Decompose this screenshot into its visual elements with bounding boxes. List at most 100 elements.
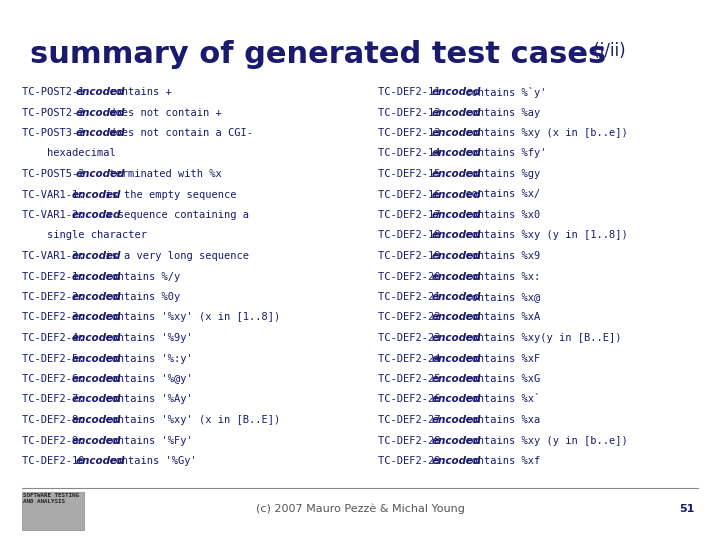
Text: contains %xF: contains %xF xyxy=(459,354,541,363)
Text: encoded: encoded xyxy=(432,87,482,97)
Text: single character: single character xyxy=(22,231,147,240)
Text: contains %xG: contains %xG xyxy=(459,374,541,384)
Text: contains %x:: contains %x: xyxy=(459,272,541,281)
Text: encoded: encoded xyxy=(71,190,121,199)
Text: (i/ii): (i/ii) xyxy=(588,42,626,60)
Text: encoded: encoded xyxy=(432,395,482,404)
Text: encoded: encoded xyxy=(71,435,121,445)
Text: TC-POST2-2:: TC-POST2-2: xyxy=(22,107,97,118)
Text: TC-DEF2-11:: TC-DEF2-11: xyxy=(378,87,453,97)
Text: contains %`y': contains %`y' xyxy=(459,87,546,98)
Text: TC-VAR1-2:: TC-VAR1-2: xyxy=(22,210,91,220)
Text: contains %xy (y in [b..e]): contains %xy (y in [b..e]) xyxy=(459,435,628,445)
Text: encoded: encoded xyxy=(76,107,125,118)
Text: encoded: encoded xyxy=(432,210,482,220)
Text: contains %fy': contains %fy' xyxy=(459,148,546,159)
Text: encoded: encoded xyxy=(76,169,125,179)
Text: terminated with %x: terminated with %x xyxy=(103,169,222,179)
Text: TC-DEF2-21:: TC-DEF2-21: xyxy=(378,292,453,302)
Text: encoded: encoded xyxy=(71,272,121,281)
Text: encoded: encoded xyxy=(432,435,482,445)
Text: contains %x`: contains %x` xyxy=(459,395,541,404)
Text: TC-DEF2-26:: TC-DEF2-26: xyxy=(378,395,453,404)
Text: encoded: encoded xyxy=(432,354,482,363)
Text: TC-VAR1-3:: TC-VAR1-3: xyxy=(22,251,91,261)
Text: summary of generated test cases: summary of generated test cases xyxy=(30,40,606,69)
Text: encoded: encoded xyxy=(71,292,121,302)
Text: 51: 51 xyxy=(680,504,695,514)
Text: encoded: encoded xyxy=(76,128,125,138)
Text: contains %/y: contains %/y xyxy=(99,272,180,281)
FancyBboxPatch shape xyxy=(22,492,84,530)
Text: TC-DEF2-25:: TC-DEF2-25: xyxy=(378,374,453,384)
Text: does not contain +: does not contain + xyxy=(103,107,222,118)
Text: contains '%Ay': contains '%Ay' xyxy=(99,395,192,404)
Text: contains %x9: contains %x9 xyxy=(459,251,541,261)
Text: contains %xy(y in [B..E]): contains %xy(y in [B..E]) xyxy=(459,333,622,343)
Text: TC-DEF2-29:: TC-DEF2-29: xyxy=(378,456,453,466)
Text: encoded: encoded xyxy=(432,456,482,466)
Text: contains '%Fy': contains '%Fy' xyxy=(99,435,192,445)
Text: TC-POST5-2:: TC-POST5-2: xyxy=(22,169,97,179)
Text: encoded: encoded xyxy=(432,415,482,425)
Text: TC-DEF2-19:: TC-DEF2-19: xyxy=(378,251,453,261)
Text: TC-DEF2-16:: TC-DEF2-16: xyxy=(378,190,453,199)
Text: TC-DEF2-4:: TC-DEF2-4: xyxy=(22,333,91,343)
Text: encoded: encoded xyxy=(432,272,482,281)
Text: contains %x0: contains %x0 xyxy=(459,210,541,220)
Text: encoded: encoded xyxy=(71,251,121,261)
Text: encoded: encoded xyxy=(432,333,482,343)
Text: contains %ay: contains %ay xyxy=(459,107,541,118)
Text: encoded: encoded xyxy=(432,313,482,322)
Text: TC-DEF2-8:: TC-DEF2-8: xyxy=(22,415,91,425)
Text: TC-DEF2-1:: TC-DEF2-1: xyxy=(22,272,91,281)
Text: encoded: encoded xyxy=(71,374,121,384)
Text: TC-POST2-1:: TC-POST2-1: xyxy=(22,87,97,97)
Text: TC-DEF2-15:: TC-DEF2-15: xyxy=(378,169,453,179)
Text: TC-DEF2-23:: TC-DEF2-23: xyxy=(378,333,453,343)
Text: contains %x@: contains %x@ xyxy=(459,292,541,302)
Text: TC-DEF2-2:: TC-DEF2-2: xyxy=(22,292,91,302)
Text: TC-POST3-2:: TC-POST3-2: xyxy=(22,128,97,138)
Text: is a very long sequence: is a very long sequence xyxy=(99,251,249,261)
Text: TC-DEF2-20:: TC-DEF2-20: xyxy=(378,272,453,281)
Text: TC-DEF2-13:: TC-DEF2-13: xyxy=(378,128,453,138)
Text: does not contain a CGI-: does not contain a CGI- xyxy=(103,128,253,138)
Text: TC-DEF2-17:: TC-DEF2-17: xyxy=(378,210,453,220)
Text: contains %0y: contains %0y xyxy=(99,292,180,302)
Text: SOFTWARE TESTING
AND ANALYSIS: SOFTWARE TESTING AND ANALYSIS xyxy=(23,493,79,504)
Text: contains %x/: contains %x/ xyxy=(459,190,541,199)
Text: contains %xA: contains %xA xyxy=(459,313,541,322)
Text: TC-DEF2-27:: TC-DEF2-27: xyxy=(378,415,453,425)
Text: a sequence containing a: a sequence containing a xyxy=(99,210,249,220)
Text: encoded: encoded xyxy=(432,128,482,138)
Text: encoded: encoded xyxy=(432,148,482,159)
Text: is the empty sequence: is the empty sequence xyxy=(99,190,236,199)
Text: encoded: encoded xyxy=(71,313,121,322)
Text: encoded: encoded xyxy=(71,210,121,220)
Text: TC-DEF2-5:: TC-DEF2-5: xyxy=(22,354,91,363)
Text: encoded: encoded xyxy=(76,456,125,466)
Text: encoded: encoded xyxy=(71,354,121,363)
Text: TC-DEF2-3:: TC-DEF2-3: xyxy=(22,313,91,322)
Text: hexadecimal: hexadecimal xyxy=(22,148,116,159)
Text: contains +: contains + xyxy=(103,87,172,97)
Text: contains '%Gy': contains '%Gy' xyxy=(103,456,197,466)
Text: contains %xa: contains %xa xyxy=(459,415,541,425)
Text: contains %xf: contains %xf xyxy=(459,456,541,466)
Text: contains '%9y': contains '%9y' xyxy=(99,333,192,343)
Text: TC-DEF2-18:: TC-DEF2-18: xyxy=(378,231,453,240)
Text: contains %gy: contains %gy xyxy=(459,169,541,179)
Text: contains %xy (y in [1..8]): contains %xy (y in [1..8]) xyxy=(459,231,628,240)
Text: TC-DEF2-22:: TC-DEF2-22: xyxy=(378,313,453,322)
Text: encoded: encoded xyxy=(432,107,482,118)
Text: TC-DEF2-10:: TC-DEF2-10: xyxy=(22,456,97,466)
Text: TC-DEF2-12:: TC-DEF2-12: xyxy=(378,107,453,118)
Text: encoded: encoded xyxy=(71,415,121,425)
Text: contains '%@y': contains '%@y' xyxy=(99,374,192,384)
Text: contains '%xy' (x in [B..E]): contains '%xy' (x in [B..E]) xyxy=(99,415,280,425)
Text: encoded: encoded xyxy=(432,231,482,240)
Text: TC-DEF2-24:: TC-DEF2-24: xyxy=(378,354,453,363)
Text: encoded: encoded xyxy=(432,374,482,384)
Text: contains '%:y': contains '%:y' xyxy=(99,354,192,363)
